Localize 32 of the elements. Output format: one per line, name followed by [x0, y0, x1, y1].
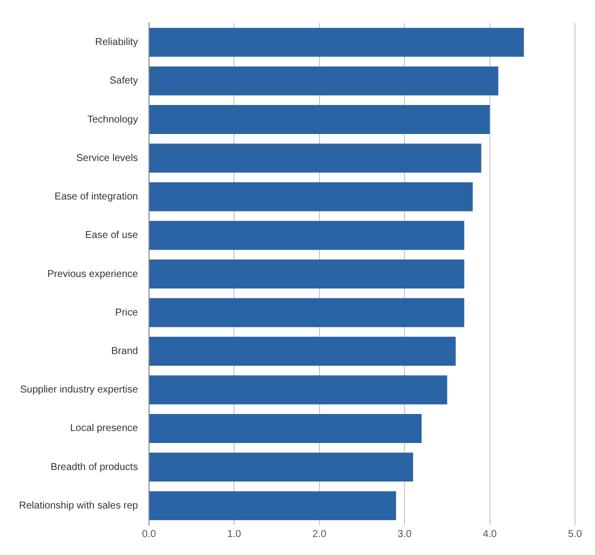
x-tick-label: 1.0	[227, 528, 242, 540]
x-tick-label: 5.0	[568, 528, 582, 540]
y-tick-label: Relationship with sales rep	[18, 500, 138, 512]
y-tick-label: Previous experience	[47, 268, 138, 280]
y-tick-label: Ease of use	[85, 230, 138, 242]
bar	[149, 105, 490, 134]
bar	[149, 375, 448, 404]
x-tick-label: 2.0	[312, 528, 327, 540]
x-tick-label: 4.0	[482, 528, 498, 540]
y-tick-label: Service levels	[76, 152, 138, 164]
y-tick-label: Breadth of products	[50, 462, 138, 473]
y-tick-label: Brand	[111, 346, 138, 357]
bar	[149, 491, 396, 520]
y-tick-label: Safety	[110, 76, 138, 87]
bar	[149, 28, 524, 57]
y-tick-label: Technology	[87, 114, 138, 126]
bar	[149, 144, 482, 173]
bar	[149, 414, 422, 443]
y-tick-label: Local presence	[70, 423, 138, 434]
y-tick-label: Supplier industry expertise	[20, 384, 138, 396]
bar	[149, 452, 414, 482]
y-tick-label: Reliability	[95, 37, 138, 48]
bar	[149, 260, 464, 288]
x-tick-label: 0.0	[142, 528, 156, 540]
y-tick-label: Ease of integration	[54, 192, 138, 203]
bar	[149, 298, 464, 328]
bar	[149, 220, 464, 250]
bar	[149, 182, 473, 212]
bar	[149, 336, 456, 366]
y-tick-label: Price	[115, 307, 138, 318]
bar	[149, 66, 498, 96]
x-tick-label: 3.0	[398, 528, 412, 540]
